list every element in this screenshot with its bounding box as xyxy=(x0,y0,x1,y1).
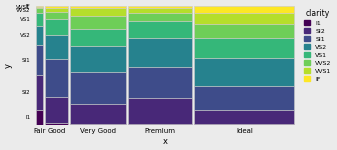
Bar xyxy=(70,28,126,46)
X-axis label: x: x xyxy=(162,137,167,146)
Bar xyxy=(194,6,295,13)
Bar xyxy=(36,6,43,8)
Bar xyxy=(70,6,126,9)
Bar xyxy=(194,24,295,38)
Bar xyxy=(194,86,295,110)
Bar xyxy=(45,97,68,123)
Bar xyxy=(128,8,192,13)
Legend: I1, SI2, SI1, VS2, VS1, VVS2, VVS1, IF: I1, SI2, SI1, VS2, VS1, VVS2, VVS1, IF xyxy=(303,8,333,83)
Bar xyxy=(70,9,126,16)
Bar xyxy=(36,45,43,75)
Bar xyxy=(128,67,192,98)
Bar xyxy=(128,98,192,123)
Y-axis label: y: y xyxy=(4,63,13,68)
Bar xyxy=(45,59,68,97)
Bar xyxy=(36,75,43,110)
Bar xyxy=(36,26,43,45)
Bar xyxy=(194,110,295,124)
Bar xyxy=(70,16,126,28)
Bar xyxy=(45,6,68,8)
Bar xyxy=(128,123,192,125)
Bar xyxy=(194,38,295,58)
Bar xyxy=(36,13,43,26)
Bar xyxy=(128,38,192,67)
Bar xyxy=(36,8,43,13)
Bar xyxy=(128,21,192,38)
Bar xyxy=(194,58,295,86)
Bar xyxy=(70,124,126,125)
Bar xyxy=(45,35,68,59)
Bar xyxy=(194,124,295,125)
Bar xyxy=(45,19,68,35)
Bar xyxy=(45,123,68,125)
Bar xyxy=(70,104,126,124)
Bar xyxy=(45,12,68,19)
Bar xyxy=(128,13,192,21)
Bar xyxy=(70,72,126,104)
Bar xyxy=(70,46,126,72)
Bar xyxy=(128,6,192,8)
Bar xyxy=(45,8,68,12)
Bar xyxy=(194,13,295,24)
Bar xyxy=(36,110,43,125)
